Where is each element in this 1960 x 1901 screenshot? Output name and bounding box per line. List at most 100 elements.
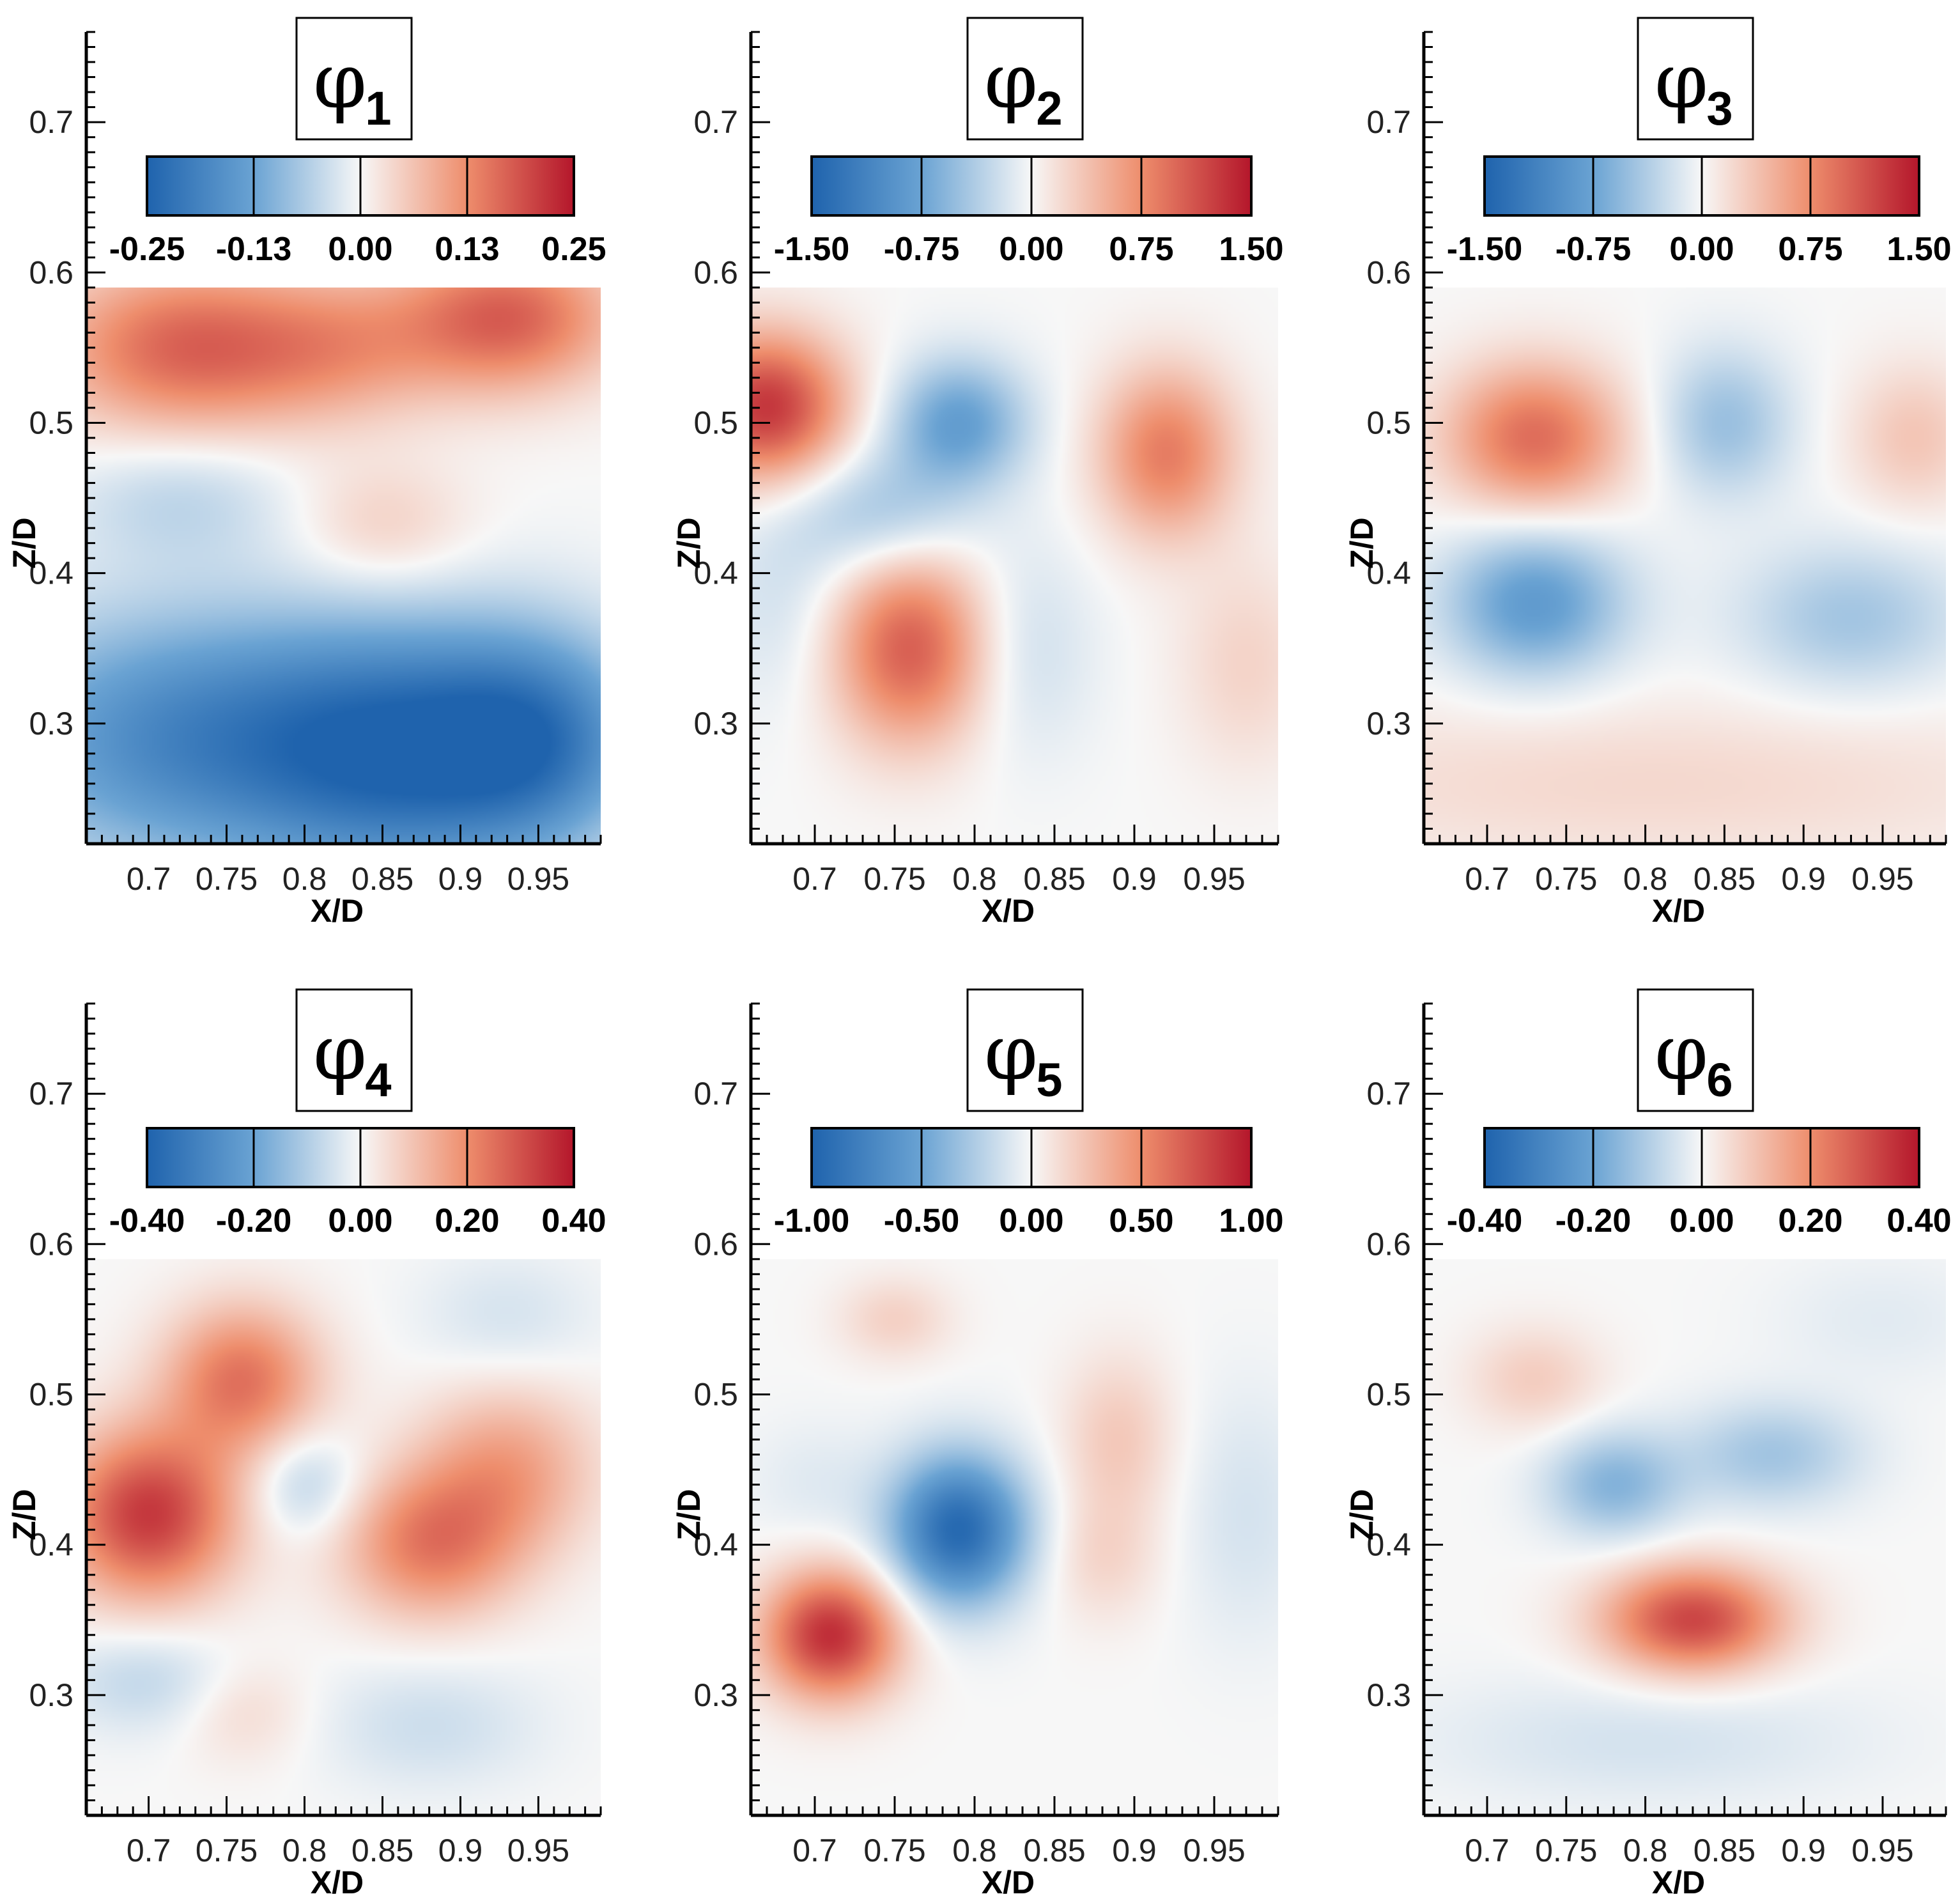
x-tick-label: 0.85 — [1023, 1833, 1085, 1868]
colorbar-label: 0.00 — [328, 231, 392, 268]
colorbar-label: -0.13 — [216, 231, 292, 268]
colorbar-label: 0.25 — [541, 231, 606, 268]
x-axis-title: X/D — [311, 893, 364, 929]
title-box — [295, 988, 413, 1112]
x-tick-label: 0.75 — [863, 1833, 925, 1868]
x-tick-label: 0.7 — [792, 861, 837, 897]
title-box — [966, 17, 1084, 141]
panel-title-index: 6 — [1706, 1053, 1732, 1106]
x-axis-title: X/D — [982, 1865, 1035, 1900]
colorbar-label: -0.75 — [1555, 231, 1632, 268]
x-tick-label: 0.7 — [127, 1833, 171, 1868]
colorbar-label: 0.20 — [1778, 1202, 1842, 1239]
x-tick-label: 0.9 — [1112, 1833, 1157, 1868]
y-tick-label: 0.4 — [29, 1527, 73, 1563]
x-tick-label: 0.85 — [1694, 1833, 1756, 1868]
x-axis-title: X/D — [1652, 1865, 1705, 1900]
x-tick-label: 0.9 — [1781, 1833, 1826, 1868]
colorbar-label: -0.40 — [1447, 1202, 1523, 1239]
colorbar-label: -0.50 — [884, 1202, 960, 1239]
panel-title-symbol: φ — [1655, 1009, 1708, 1098]
x-tick-label: 0.75 — [1535, 861, 1597, 897]
y-tick-label: 0.7 — [29, 104, 73, 140]
y-tick-label: 0.7 — [693, 1076, 738, 1112]
colorbar-label: 0.75 — [1778, 231, 1842, 268]
y-tick-label: 0.7 — [29, 1076, 73, 1112]
panel-phi-3: 0.3 0.4 0.5 0.6 0.7 0.7 0.75 0.8 0.85 0.9 0.95 X/D Z… — [1344, 17, 1952, 929]
x-tick-label: 0.95 — [1851, 1833, 1913, 1868]
colorbar-label: 0.40 — [1887, 1202, 1951, 1239]
x-tick-label: 0.8 — [282, 861, 327, 897]
y-tick-label: 0.3 — [693, 1677, 738, 1713]
x-tick-label: 0.95 — [1183, 1833, 1245, 1868]
x-tick-label: 0.85 — [351, 1833, 413, 1868]
panel-title-symbol: φ — [313, 37, 367, 126]
x-tick-label: 0.85 — [351, 861, 413, 897]
y-tick-label: 0.7 — [1366, 1076, 1411, 1112]
y-tick-label: 0.3 — [693, 706, 738, 741]
y-tick-label: 0.6 — [29, 254, 73, 290]
x-tick-label: 0.7 — [1465, 1833, 1509, 1868]
y-tick-label: 0.3 — [1366, 1677, 1411, 1713]
panel-title-index: 4 — [365, 1053, 391, 1106]
y-axis-title: Z/D — [6, 517, 42, 569]
y-tick-label: 0.6 — [1366, 254, 1411, 290]
title-box — [295, 17, 413, 141]
colorbar-label: -1.00 — [774, 1202, 850, 1239]
x-axis-title: X/D — [1652, 893, 1705, 929]
colorbar-label: 0.75 — [1109, 231, 1173, 268]
x-tick-label: 0.95 — [507, 861, 569, 897]
y-tick-label: 0.4 — [1366, 1527, 1411, 1563]
y-axis-title: Z/D — [6, 1489, 42, 1540]
y-tick-label: 0.5 — [693, 405, 738, 440]
x-axis-title: X/D — [982, 893, 1035, 929]
x-tick-label: 0.8 — [952, 1833, 997, 1868]
panel-phi-2: 0.3 0.4 0.5 0.6 0.7 0.7 0.75 0.8 0.85 0.9 0.95 X/D Z… — [671, 17, 1284, 929]
contour-field-5 — [751, 1259, 1278, 1815]
x-tick-label: 0.8 — [1623, 861, 1668, 897]
x-tick-label: 0.7 — [1465, 861, 1509, 897]
x-tick-label: 0.75 — [1535, 1833, 1597, 1868]
x-tick-label: 0.7 — [127, 861, 171, 897]
panel-title-index: 2 — [1036, 82, 1062, 135]
title-box — [1637, 17, 1754, 141]
colorbar-label: -0.20 — [1555, 1202, 1632, 1239]
y-tick-label: 0.7 — [1366, 104, 1411, 140]
y-tick-label: 0.5 — [1366, 405, 1411, 440]
colorbar-label: -0.20 — [216, 1202, 292, 1239]
panel-phi-6: 0.3 0.4 0.5 0.6 0.7 0.7 0.75 0.8 0.85 0.9 0.95 X/D Z… — [1344, 988, 1952, 1900]
y-tick-label: 0.3 — [1366, 706, 1411, 741]
colorbar-label: 1.50 — [1887, 231, 1951, 268]
colorbar-label: 0.00 — [999, 1202, 1063, 1239]
panel-phi-5: 0.3 0.4 0.5 0.6 0.7 0.7 0.75 0.8 0.85 0.9 0.95 X/D Z… — [671, 988, 1284, 1900]
y-tick-label: 0.6 — [1366, 1226, 1411, 1262]
x-tick-label: 0.85 — [1694, 861, 1756, 897]
panel-title-symbol: φ — [984, 37, 1038, 126]
panel-title-index: 1 — [365, 82, 391, 135]
x-tick-label: 0.8 — [282, 1833, 327, 1868]
panel-phi-1: 0.3 0.4 0.5 0.6 0.7 0.7 0.75 0.8 0.85 0.9 0.95 X/D Z… — [6, 17, 606, 929]
colorbar-label: 0.00 — [328, 1202, 392, 1239]
y-tick-label: 0.5 — [1366, 1376, 1411, 1412]
x-tick-label: 0.85 — [1023, 861, 1085, 897]
panel-title-index: 5 — [1036, 1053, 1062, 1106]
x-tick-label: 0.8 — [1623, 1833, 1668, 1868]
colorbar-label: 0.50 — [1109, 1202, 1173, 1239]
y-tick-label: 0.3 — [29, 706, 73, 741]
y-tick-label: 0.6 — [29, 1226, 73, 1262]
panel-phi-4: 0.3 0.4 0.5 0.6 0.7 0.7 0.75 0.8 0.85 0.9 0.95 X/D Z… — [6, 988, 606, 1900]
x-tick-label: 0.9 — [438, 861, 483, 897]
colorbar-label: 0.00 — [1669, 231, 1734, 268]
y-tick-label: 0.5 — [29, 405, 73, 440]
x-tick-label: 0.95 — [1183, 861, 1245, 897]
colorbar-label: 0.00 — [999, 231, 1063, 268]
colorbar-label: -0.25 — [109, 231, 185, 268]
colorbar-label: 1.00 — [1219, 1202, 1283, 1239]
x-tick-label: 0.9 — [438, 1833, 483, 1868]
title-box — [1637, 988, 1754, 1112]
y-tick-label: 0.5 — [693, 1376, 738, 1412]
x-tick-label: 0.95 — [1851, 861, 1913, 897]
colorbar-label: 0.13 — [435, 231, 499, 268]
y-tick-label: 0.4 — [693, 1527, 738, 1563]
colorbar-label: -0.75 — [884, 231, 960, 268]
